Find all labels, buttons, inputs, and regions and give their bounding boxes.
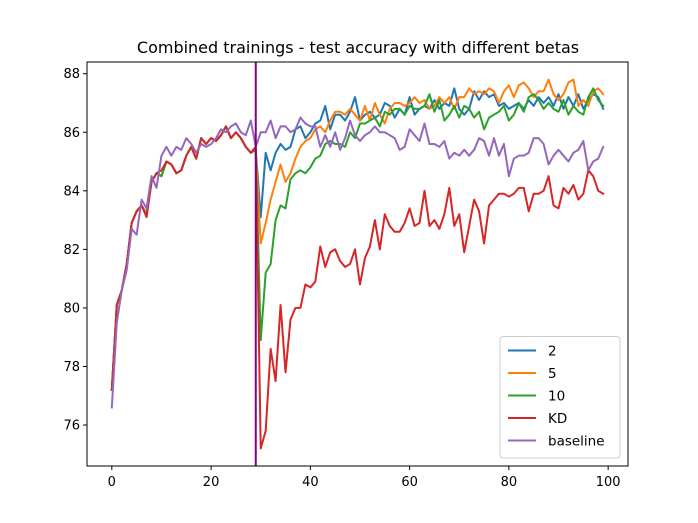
legend-label-baseline: baseline — [548, 434, 605, 450]
x-tick-label: 40 — [302, 475, 319, 490]
x-tick-label: 60 — [401, 475, 418, 490]
legend-label-5: 5 — [548, 366, 557, 382]
series-line-baseline — [110, 116, 605, 409]
y-tick-label: 82 — [63, 243, 80, 258]
x-tick-label: 0 — [108, 475, 116, 490]
legend-box — [499, 336, 621, 459]
legend-label-2: 2 — [548, 344, 557, 360]
x-tick-label: 100 — [596, 475, 621, 490]
legend-label-10: 10 — [548, 389, 565, 405]
plot-area — [110, 62, 605, 466]
y-tick-label: 88 — [63, 67, 80, 82]
y-tick-label: 76 — [63, 419, 80, 434]
legend-label-kd: KD — [548, 411, 567, 427]
y-tick-label: 78 — [63, 360, 80, 375]
y-tick-label: 80 — [63, 301, 80, 316]
series-lines — [110, 78, 605, 450]
y-tick-label: 86 — [63, 126, 80, 141]
series-line-kd — [110, 125, 605, 450]
x-tick-label: 80 — [501, 475, 518, 490]
legend: 2 5 10 KD baseline — [499, 336, 621, 459]
chart-title: Combined trainings - test accuracy with … — [137, 38, 579, 57]
x-tick-label: 20 — [203, 475, 220, 490]
axes-frame — [86, 61, 629, 467]
y-tick-label: 84 — [63, 184, 80, 199]
axes: 0 20 40 60 80 100 76 78 80 82 84 86 88 — [63, 61, 629, 490]
